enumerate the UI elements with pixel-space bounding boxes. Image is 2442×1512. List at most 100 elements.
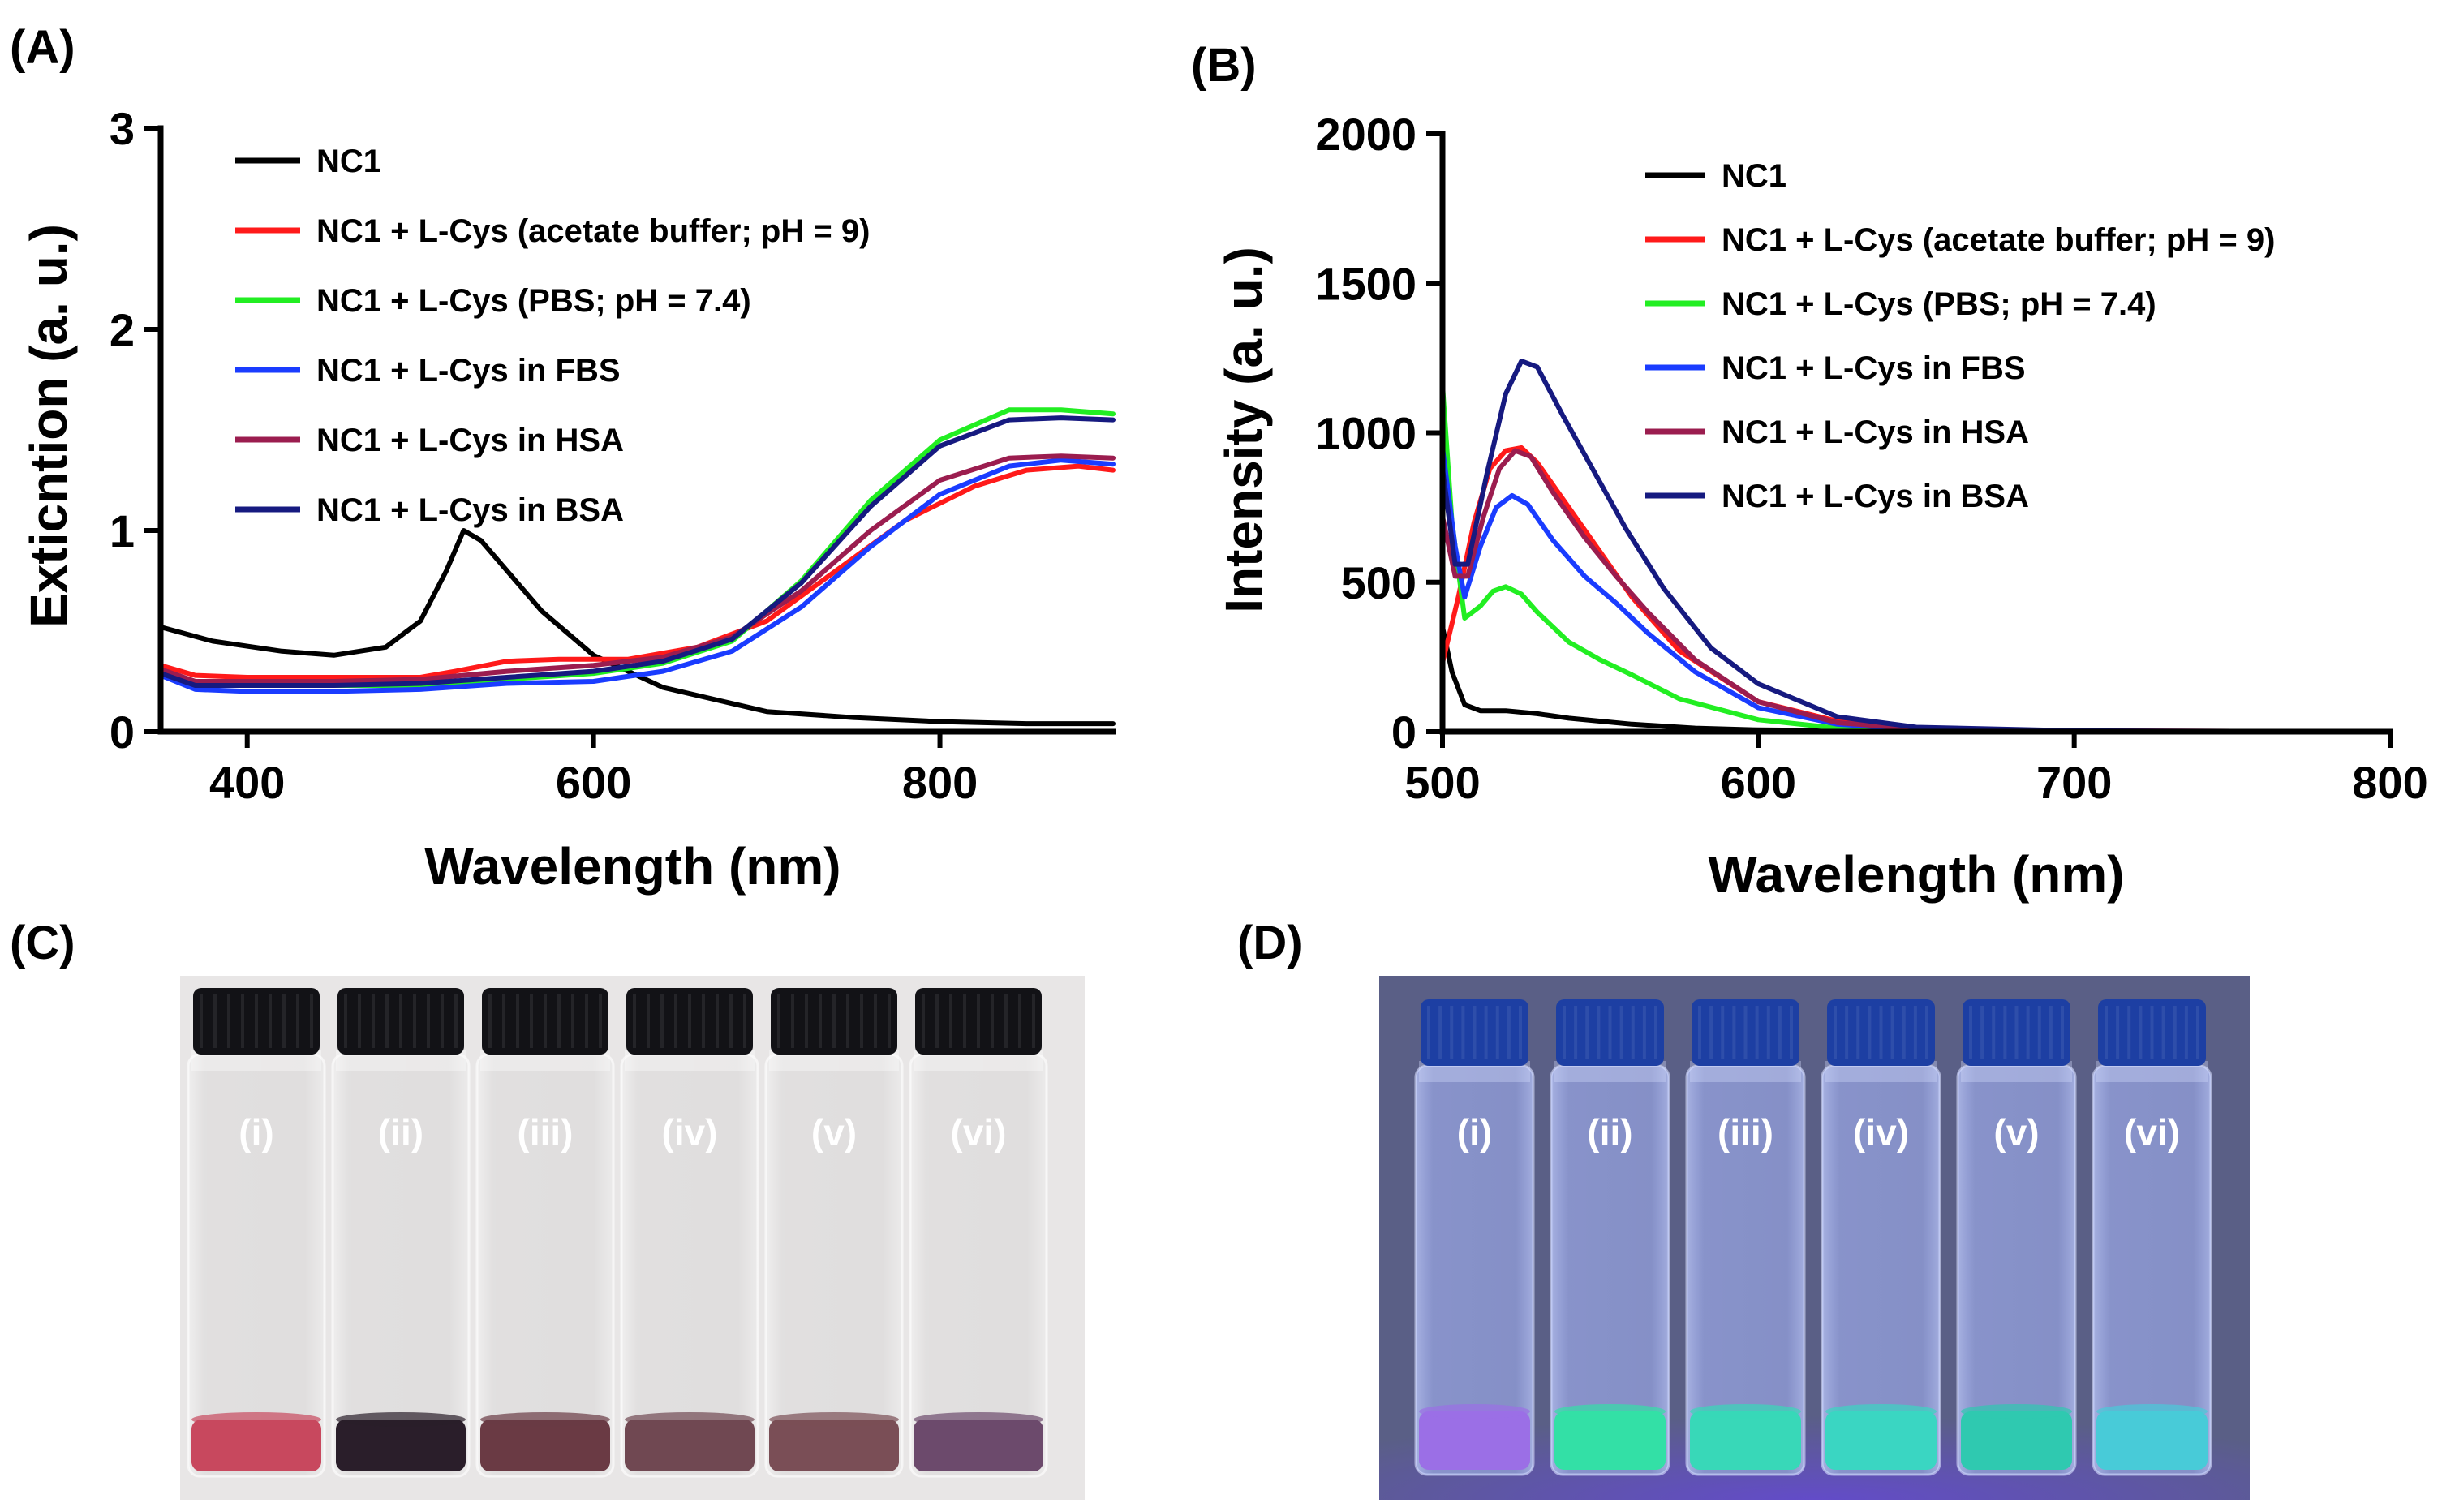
vial-cap bbox=[337, 988, 464, 1055]
vial-liquid bbox=[1554, 1411, 1666, 1470]
y-tick-label: 3 bbox=[110, 103, 135, 154]
panel-label-a: (A) bbox=[10, 21, 75, 74]
vial: (v) bbox=[764, 988, 904, 1478]
vial-glass-sheen bbox=[1687, 1066, 1804, 1475]
x-tick-label: 800 bbox=[902, 757, 978, 808]
vial-cap bbox=[193, 988, 320, 1055]
vial: (vi) bbox=[2092, 999, 2212, 1476]
panel-label-c: (C) bbox=[10, 917, 75, 969]
legend-label: NC1 + L-Cys in HSA bbox=[1722, 415, 2029, 450]
series-line-1 bbox=[158, 463, 1116, 680]
vial-liquid bbox=[480, 1420, 610, 1471]
y-axis-title: Intensity (a. u.) bbox=[1215, 247, 1273, 613]
vial-liquid bbox=[1961, 1411, 2072, 1470]
legend-label: NC1 + L-Cys (PBS; pH = 7.4) bbox=[1722, 286, 2156, 322]
liquid-surface bbox=[1690, 1404, 1801, 1419]
vial: (i) bbox=[1414, 999, 1535, 1476]
vial-cap bbox=[626, 988, 753, 1055]
series-line-5 bbox=[1440, 359, 2393, 734]
liquid-surface bbox=[336, 1412, 466, 1427]
vial: (ii) bbox=[331, 988, 471, 1478]
vial-glass-sheen bbox=[1822, 1066, 1940, 1475]
panel-label-d: (D) bbox=[1237, 917, 1303, 969]
x-axis-title: Wavelength (nm) bbox=[424, 837, 841, 896]
vial-glass-sheen bbox=[2093, 1066, 2211, 1475]
vial-liquid bbox=[769, 1420, 899, 1471]
vial-liquid bbox=[1825, 1411, 1937, 1470]
series-line-0 bbox=[1440, 625, 2393, 734]
y-tick-label: 1 bbox=[110, 505, 135, 556]
x-tick-label: 600 bbox=[556, 757, 631, 808]
vial-glass-sheen bbox=[1551, 1066, 1669, 1475]
vial-liquid bbox=[625, 1420, 755, 1471]
vial-label: (i) bbox=[239, 1111, 273, 1153]
vial-label: (ii) bbox=[378, 1111, 423, 1153]
legend-label: NC1 + L-Cys (PBS; pH = 7.4) bbox=[316, 283, 751, 319]
series-line-2 bbox=[158, 407, 1116, 688]
vial-cap bbox=[1692, 999, 1799, 1066]
y-tick-label: 2 bbox=[110, 304, 135, 355]
legend: NC1 NC1 + L-Cys (acetate buffer; pH = 9) N… bbox=[1645, 158, 2275, 514]
legend-label: NC1 + L-Cys in BSA bbox=[316, 492, 624, 528]
panel-d-vials-uv-photo: (D) (i) (ii) (iii) (iv) (v) (vi) bbox=[1237, 917, 2250, 1500]
liquid-surface bbox=[191, 1412, 321, 1427]
vial-cap bbox=[771, 988, 897, 1055]
vial-cap bbox=[1963, 999, 2070, 1066]
vial-liquid bbox=[336, 1420, 466, 1471]
vial-liquid bbox=[1690, 1411, 1801, 1470]
y-tick-label: 2000 bbox=[1315, 109, 1417, 160]
legend-label: NC1 bbox=[316, 144, 381, 179]
series-line-3 bbox=[158, 457, 1116, 694]
vial-label: (vi) bbox=[951, 1111, 1007, 1153]
vial-liquid bbox=[2096, 1411, 2208, 1470]
vial-label: (v) bbox=[811, 1111, 857, 1153]
liquid-surface bbox=[914, 1412, 1043, 1427]
vial: (iii) bbox=[475, 988, 615, 1478]
vial-glass-sheen bbox=[621, 1055, 758, 1476]
vial-glass-sheen bbox=[477, 1055, 613, 1476]
vial-label: (iv) bbox=[1853, 1111, 1909, 1153]
vial-label: (ii) bbox=[1587, 1111, 1632, 1153]
panel-label-b: (B) bbox=[1191, 39, 1257, 92]
liquid-surface bbox=[1419, 1404, 1530, 1419]
liquid-surface bbox=[1961, 1404, 2072, 1419]
legend-label: NC1 bbox=[1722, 158, 1786, 194]
series-line-0 bbox=[158, 528, 1116, 727]
vial: (iv) bbox=[620, 988, 759, 1478]
vial-label: (iii) bbox=[1718, 1111, 1773, 1153]
legend-label: NC1 + L-Cys in HSA bbox=[316, 423, 624, 458]
legend-label: NC1 + L-Cys (acetate buffer; pH = 9) bbox=[1722, 222, 2275, 258]
legend: NC1 NC1 + L-Cys (acetate buffer; pH = 9) N… bbox=[235, 144, 870, 528]
vial: (v) bbox=[1956, 999, 2077, 1476]
y-tick-label: 500 bbox=[1341, 557, 1417, 608]
vial-label: (vi) bbox=[2124, 1111, 2180, 1153]
vial-glass-sheen bbox=[1958, 1066, 2075, 1475]
vial-glass-sheen bbox=[333, 1055, 469, 1476]
x-tick-label: 700 bbox=[2036, 757, 2112, 808]
legend-label: NC1 + L-Cys in FBS bbox=[316, 353, 621, 389]
y-tick-label: 0 bbox=[1391, 707, 1417, 758]
vial-liquid bbox=[1419, 1411, 1530, 1470]
legend-label: NC1 + L-Cys (acetate buffer; pH = 9) bbox=[316, 213, 870, 249]
panel-c-vials-photo: (C) (i) (ii) (iii) (iv) (v) (vi) bbox=[10, 917, 1085, 1500]
vial-label: (iii) bbox=[518, 1111, 574, 1153]
x-tick-label: 600 bbox=[1721, 757, 1796, 808]
liquid-surface bbox=[2096, 1404, 2208, 1419]
vial-cap bbox=[2098, 999, 2206, 1066]
series-line-4 bbox=[1440, 448, 2393, 734]
vial-glass-sheen bbox=[188, 1055, 325, 1476]
vial-liquid bbox=[191, 1420, 321, 1471]
vial: (iv) bbox=[1821, 999, 1941, 1476]
vial-cap bbox=[915, 988, 1042, 1055]
x-tick-label: 800 bbox=[2352, 757, 2427, 808]
x-tick-label: 500 bbox=[1404, 757, 1480, 808]
vial-label: (i) bbox=[1457, 1111, 1492, 1153]
y-axis-title: Exticntion (a. u.) bbox=[19, 224, 78, 628]
series-line-4 bbox=[158, 453, 1116, 684]
liquid-surface bbox=[1554, 1404, 1666, 1419]
y-tick-label: 0 bbox=[110, 707, 135, 758]
vial-cap bbox=[1556, 999, 1664, 1066]
liquid-surface bbox=[1825, 1404, 1937, 1419]
legend-label: NC1 + L-Cys in BSA bbox=[1722, 479, 2029, 514]
